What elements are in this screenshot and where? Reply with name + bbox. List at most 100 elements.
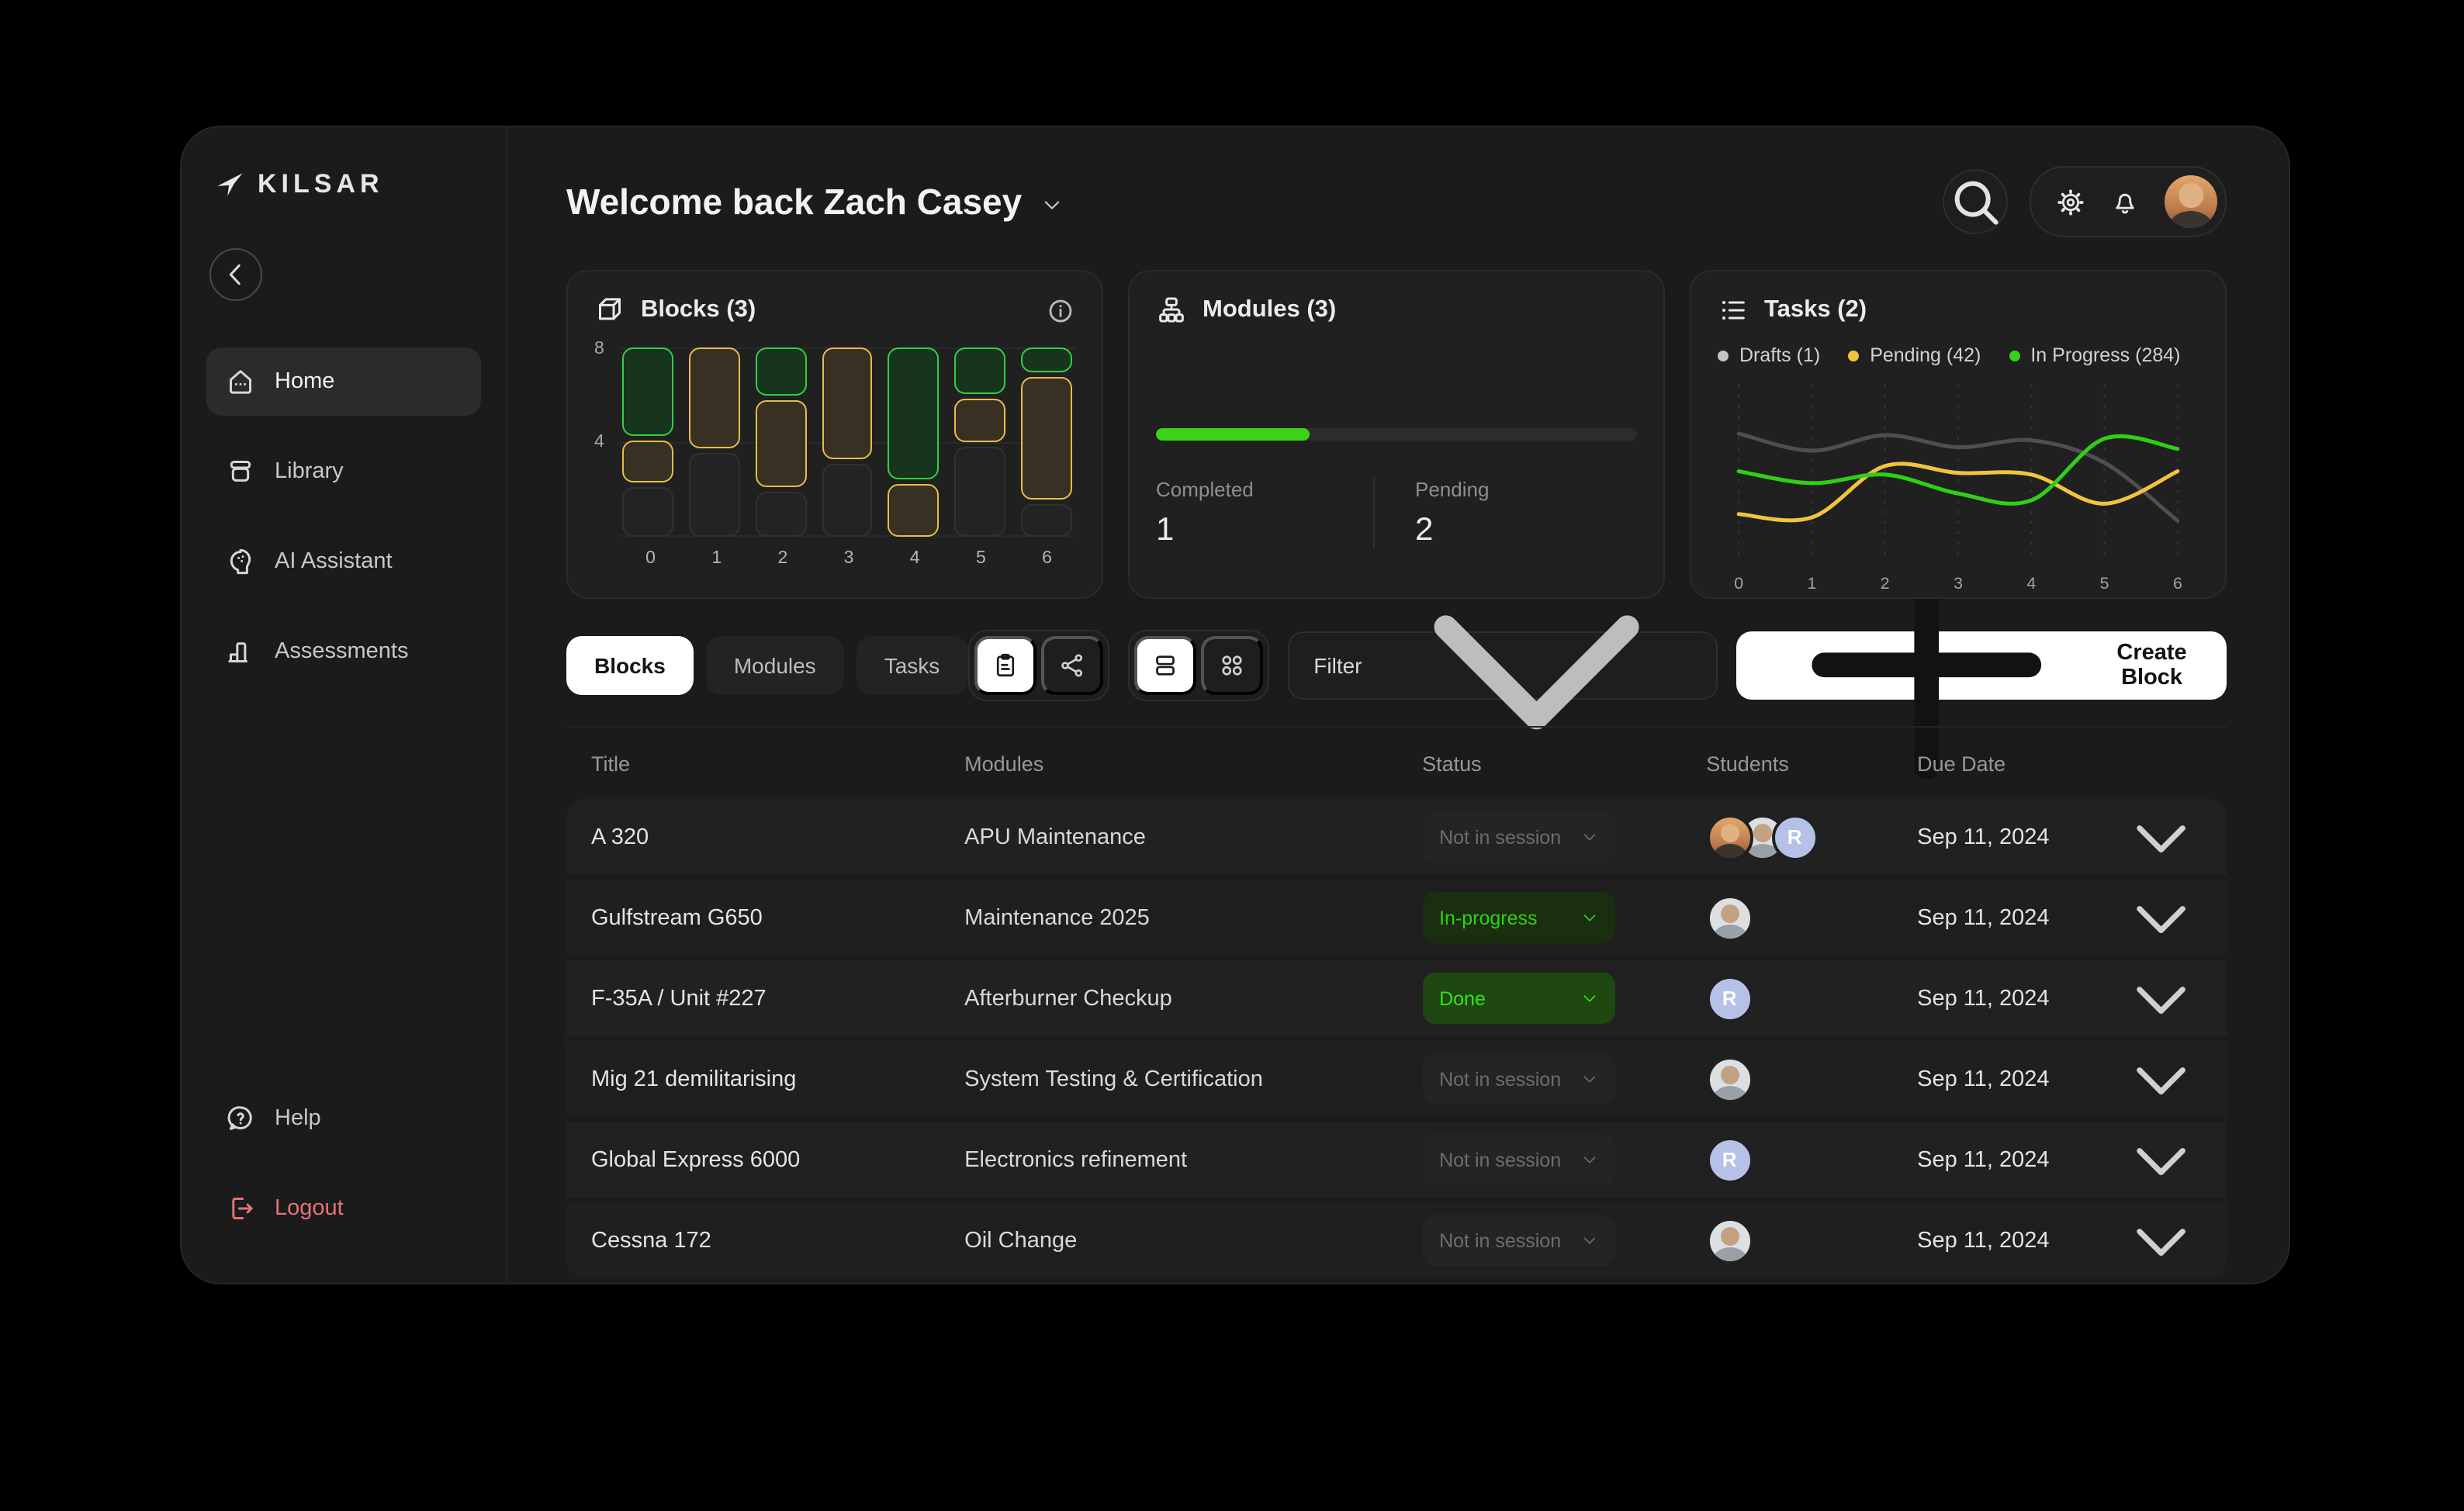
svg-text:2: 2 bbox=[1881, 574, 1890, 593]
sidebar-collapse-button[interactable] bbox=[209, 248, 262, 301]
table-row[interactable]: A 320 APU Maintenance Not in session R S… bbox=[566, 799, 2227, 875]
block-column-5 bbox=[955, 347, 1006, 537]
block-column-2 bbox=[755, 347, 806, 537]
sidebar-item-ai-assistant[interactable]: AI Assistant bbox=[206, 527, 481, 596]
completed-value: 1 bbox=[1156, 512, 1373, 549]
welcome-text: Welcome back Zach Casey bbox=[566, 181, 1022, 223]
user-avatar[interactable] bbox=[2165, 175, 2217, 228]
status-dropdown[interactable]: Not in session bbox=[1422, 1134, 1614, 1185]
create-block-label: Create Block bbox=[2103, 641, 2200, 690]
student-avatar-initial[interactable]: R bbox=[1706, 975, 1753, 1022]
block-segment-green bbox=[955, 347, 1006, 393]
row-students bbox=[1706, 1217, 1917, 1264]
search-button[interactable] bbox=[1943, 169, 2008, 234]
blocks-chart-xaxis: 0123456 bbox=[622, 549, 1075, 568]
student-avatar-photo[interactable] bbox=[1706, 1217, 1753, 1264]
row-expand[interactable] bbox=[2125, 880, 2214, 954]
app-viewport: KILSAR Home Library AI Assistant Assessm… bbox=[0, 0, 2464, 1511]
student-avatar-initial[interactable]: R bbox=[1706, 1136, 1753, 1183]
table-row[interactable]: F-35A / Unit #227 Afterburner Checkup Do… bbox=[566, 960, 2227, 1036]
tab-tasks[interactable]: Tasks bbox=[857, 636, 968, 695]
table-row[interactable]: Mig 21 demilitarising System Testing & C… bbox=[566, 1041, 2227, 1117]
row-title: F-35A / Unit #227 bbox=[591, 986, 964, 1011]
status-dropdown[interactable]: Not in session bbox=[1422, 1215, 1614, 1266]
table-row[interactable]: Cessna 172 Oil Change Not in session Sep… bbox=[566, 1202, 2227, 1278]
row-expand[interactable] bbox=[2125, 961, 2214, 1035]
row-status-cell: Not in session bbox=[1422, 1215, 1706, 1266]
gear-icon[interactable] bbox=[2056, 187, 2085, 216]
modules-card: Modules (3) Completed 1 bbox=[1128, 270, 1665, 599]
block-segment-yellow bbox=[888, 485, 940, 537]
topbar: Welcome back Zach Casey bbox=[566, 161, 2227, 242]
tab-modules[interactable]: Modules bbox=[706, 636, 844, 695]
status-dropdown[interactable]: Not in session bbox=[1422, 1053, 1614, 1105]
student-avatar-photo[interactable] bbox=[1706, 894, 1753, 941]
svg-text:5: 5 bbox=[2100, 574, 2109, 593]
app-window: KILSAR Home Library AI Assistant Assessm… bbox=[180, 126, 2290, 1285]
row-students: R bbox=[1706, 975, 1917, 1022]
row-module: Oil Change bbox=[964, 1228, 1422, 1253]
legend-dot bbox=[2009, 350, 2019, 361]
rows-view-icon-button[interactable] bbox=[1133, 636, 1196, 695]
table-body: A 320 APU Maintenance Not in session R S… bbox=[566, 799, 2227, 1278]
topbar-actions bbox=[1943, 166, 2227, 237]
sidebar-item-home[interactable]: Home bbox=[206, 347, 481, 416]
tasks-card-title: Tasks (2) bbox=[1764, 296, 1867, 324]
progress-track bbox=[1156, 428, 1637, 441]
sidebar-item-label: Assessments bbox=[275, 639, 408, 664]
chevron-down-icon bbox=[1580, 990, 1597, 1007]
legend-item: Pending (42) bbox=[1848, 344, 1981, 366]
row-due-date: Sep 11, 2024 bbox=[1917, 1067, 2125, 1091]
sidebar-item-library[interactable]: Library bbox=[206, 437, 481, 506]
table-row[interactable]: Gulfstream G650 Maintenance 2025 In-prog… bbox=[566, 880, 2227, 956]
segmented-control bbox=[1127, 630, 1268, 701]
block-column-6 bbox=[1021, 347, 1072, 537]
table-row[interactable]: Global Express 6000 Electronics refineme… bbox=[566, 1122, 2227, 1198]
create-block-button[interactable]: Create Block bbox=[1737, 631, 2227, 700]
tab-blocks[interactable]: Blocks bbox=[566, 636, 694, 695]
content-section: BlocksModulesTasks Filter Create Block bbox=[566, 630, 2227, 1283]
blocks-x-tick: 1 bbox=[691, 549, 742, 568]
toolbar-right: Filter Create Block bbox=[967, 630, 2227, 701]
blocks-x-tick: 4 bbox=[890, 549, 940, 568]
completed-stat: Completed 1 bbox=[1156, 478, 1373, 549]
blocks-chart: 84 bbox=[594, 347, 1075, 537]
sidebar-spacer bbox=[206, 707, 481, 1084]
brand-name: KILSAR bbox=[258, 169, 384, 200]
grid-view-icon-button[interactable] bbox=[1200, 636, 1262, 695]
sidebar: KILSAR Home Library AI Assistant Assessm… bbox=[182, 127, 507, 1283]
student-avatar-photo[interactable] bbox=[1706, 1056, 1753, 1102]
pending-value: 2 bbox=[1415, 512, 1632, 549]
status-label: Done bbox=[1439, 987, 1486, 1009]
clipboard-icon-button[interactable] bbox=[974, 636, 1036, 695]
sidebar-item-assessments[interactable]: Assessments bbox=[206, 617, 481, 686]
blocks-x-tick: 6 bbox=[1022, 549, 1072, 568]
status-dropdown[interactable]: In-progress bbox=[1422, 892, 1614, 943]
row-expand[interactable] bbox=[2125, 1122, 2214, 1196]
view-tabs: BlocksModulesTasks bbox=[566, 636, 967, 695]
sidebar-item-help[interactable]: Help bbox=[206, 1084, 481, 1153]
row-expand[interactable] bbox=[2125, 1203, 2214, 1277]
chevron-down-icon bbox=[1580, 1232, 1597, 1249]
status-dropdown[interactable]: Not in session bbox=[1422, 811, 1614, 863]
sidebar-item-label: Library bbox=[275, 459, 344, 484]
chevron-down-icon bbox=[1580, 1070, 1597, 1087]
row-expand[interactable] bbox=[2125, 1042, 2214, 1115]
row-expand[interactable] bbox=[2125, 800, 2214, 873]
row-title: Cessna 172 bbox=[591, 1228, 964, 1253]
student-avatar-photo[interactable] bbox=[1706, 814, 1753, 860]
status-dropdown[interactable]: Done bbox=[1422, 973, 1614, 1024]
filter-button[interactable]: Filter bbox=[1287, 631, 1718, 700]
share-nodes-icon-button[interactable] bbox=[1040, 636, 1102, 695]
block-segment-yellow bbox=[822, 347, 873, 460]
row-status-cell: Not in session bbox=[1422, 811, 1706, 863]
status-label: In-progress bbox=[1439, 907, 1537, 928]
chevron-down-icon[interactable] bbox=[1040, 194, 1062, 216]
block-segment-green bbox=[1021, 347, 1072, 372]
sidebar-item-logout[interactable]: Logout bbox=[206, 1174, 481, 1243]
info-icon[interactable] bbox=[1046, 296, 1075, 325]
tasks-icon bbox=[1718, 295, 1749, 326]
bell-icon[interactable] bbox=[2110, 187, 2140, 216]
row-due-date: Sep 11, 2024 bbox=[1917, 905, 2125, 930]
student-avatar-initial[interactable]: R bbox=[1771, 814, 1818, 860]
